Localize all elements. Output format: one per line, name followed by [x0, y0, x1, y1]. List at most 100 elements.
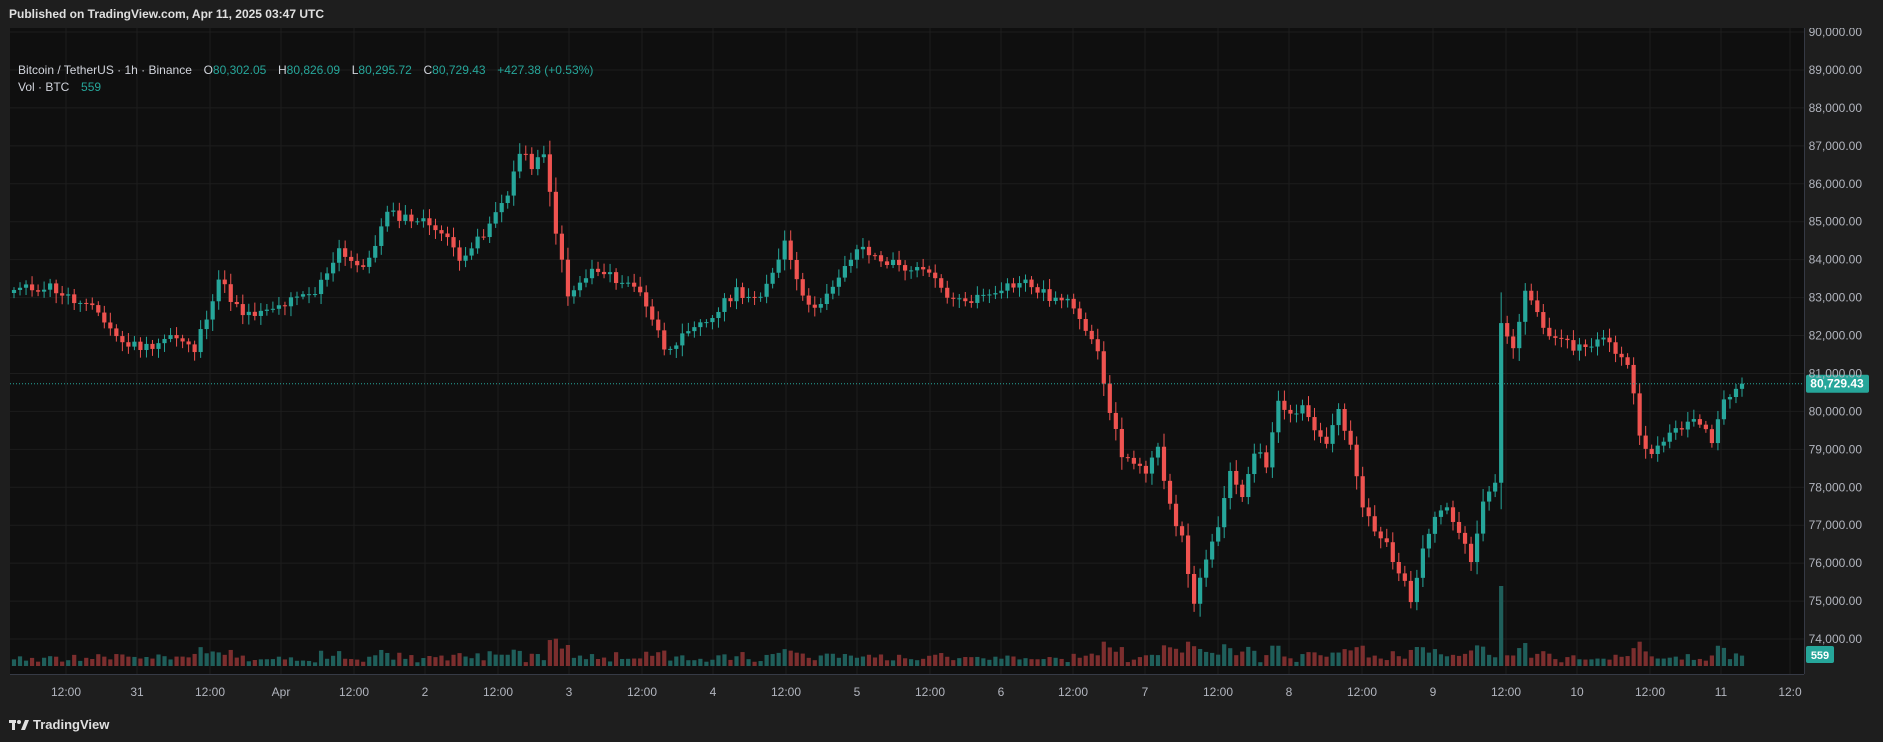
candle-body[interactable]: [23, 284, 29, 288]
candle-body[interactable]: [890, 259, 896, 265]
candle-body[interactable]: [1673, 428, 1678, 433]
candle-body[interactable]: [391, 210, 396, 212]
candle-body[interactable]: [1348, 430, 1353, 445]
candle-body[interactable]: [1727, 397, 1733, 400]
candle-body[interactable]: [379, 226, 384, 246]
candle-body[interactable]: [1198, 577, 1203, 604]
candle-body[interactable]: [740, 287, 745, 299]
candle-body[interactable]: [734, 287, 739, 302]
candle-body[interactable]: [1703, 424, 1708, 430]
candle-body[interactable]: [1047, 289, 1052, 301]
candle-body[interactable]: [1517, 321, 1522, 349]
candle-body[interactable]: [656, 319, 661, 331]
candle-body[interactable]: [620, 282, 625, 284]
candle-body[interactable]: [42, 289, 47, 292]
candle-body[interactable]: [288, 297, 294, 307]
candle-body[interactable]: [589, 268, 595, 279]
candle-body[interactable]: [1324, 436, 1329, 444]
candle-body[interactable]: [84, 302, 89, 304]
candle-body[interactable]: [1059, 297, 1064, 301]
candle-body[interactable]: [204, 319, 209, 330]
candle-body[interactable]: [674, 345, 679, 349]
candle-body[interactable]: [517, 153, 522, 172]
candle-body[interactable]: [1529, 290, 1534, 301]
candle-body[interactable]: [565, 259, 571, 297]
candle-body[interactable]: [1119, 428, 1124, 458]
candle-body[interactable]: [1089, 330, 1094, 340]
candle-body[interactable]: [150, 343, 155, 349]
candle-body[interactable]: [1414, 577, 1419, 603]
candle-body[interactable]: [668, 348, 673, 350]
candle-body[interactable]: [1258, 452, 1263, 454]
candle-body[interactable]: [716, 311, 721, 319]
candle-body[interactable]: [355, 260, 360, 266]
candle-body[interactable]: [1420, 548, 1425, 578]
candle-body[interactable]: [752, 296, 757, 298]
candle-body[interactable]: [710, 318, 715, 323]
chart-area[interactable]: 80,729.43 559 90,000.00 89,000.00 88,000.00…: [0, 25, 1883, 708]
candle-body[interactable]: [1739, 383, 1745, 389]
candle-body[interactable]: [1137, 463, 1143, 466]
candle-body[interactable]: [186, 341, 191, 345]
candle-body[interactable]: [529, 153, 534, 170]
candle-body[interactable]: [324, 273, 330, 280]
candle-body[interactable]: [318, 279, 324, 295]
candle-body[interactable]: [463, 255, 468, 261]
candle-body[interactable]: [686, 331, 691, 334]
candle-body[interactable]: [818, 304, 823, 308]
candle-body[interactable]: [987, 294, 992, 296]
candle-body[interactable]: [144, 343, 149, 350]
candle-body[interactable]: [1029, 279, 1034, 288]
candle-body[interactable]: [1426, 533, 1432, 549]
candle-body[interactable]: [90, 303, 95, 306]
candle-body[interactable]: [650, 306, 655, 320]
candle-body[interactable]: [1511, 336, 1516, 349]
candle-body[interactable]: [1276, 400, 1281, 433]
candle-body[interactable]: [306, 294, 312, 296]
candle-body[interactable]: [1083, 319, 1088, 331]
candle-body[interactable]: [421, 218, 426, 222]
candle-body[interactable]: [343, 248, 348, 257]
candle-body[interactable]: [1222, 498, 1227, 528]
candle-body[interactable]: [300, 294, 306, 297]
candle-body[interactable]: [824, 293, 829, 305]
candle-body[interactable]: [1185, 535, 1191, 574]
candle-body[interactable]: [1372, 516, 1377, 532]
candle-body[interactable]: [48, 283, 53, 290]
candle-body[interactable]: [1438, 510, 1444, 517]
candle-body[interactable]: [457, 247, 462, 261]
candle-body[interactable]: [884, 261, 890, 265]
candle-body[interactable]: [397, 210, 402, 221]
candle-body[interactable]: [1252, 453, 1257, 475]
candle-body[interactable]: [1505, 323, 1510, 337]
candle-body[interactable]: [704, 322, 709, 324]
candle-body[interactable]: [963, 298, 968, 302]
candle-body[interactable]: [240, 304, 245, 316]
candle-body[interactable]: [1264, 452, 1269, 468]
candle-body[interactable]: [1336, 409, 1341, 426]
candle-body[interactable]: [493, 212, 498, 224]
candle-body[interactable]: [1613, 342, 1618, 354]
candle-body[interactable]: [276, 305, 282, 309]
candle-body[interactable]: [1173, 503, 1179, 527]
candle-body[interactable]: [252, 311, 257, 316]
candle-body[interactable]: [957, 298, 962, 300]
candle-body[interactable]: [337, 248, 342, 263]
candle-body[interactable]: [1450, 507, 1456, 522]
candle-body[interactable]: [776, 259, 781, 273]
candle-body[interactable]: [469, 248, 474, 256]
candle-body[interactable]: [770, 272, 775, 284]
candle-body[interactable]: [228, 284, 233, 302]
candle-body[interactable]: [1204, 559, 1209, 578]
candle-body[interactable]: [505, 195, 510, 204]
candle-body[interactable]: [806, 295, 811, 305]
candle-body[interactable]: [933, 272, 938, 279]
candle-body[interactable]: [1125, 457, 1130, 459]
candle-body[interactable]: [632, 282, 637, 287]
candle-body[interactable]: [216, 279, 221, 302]
candle-body[interactable]: [222, 279, 227, 285]
candle-body[interactable]: [60, 293, 65, 296]
candle-body[interactable]: [836, 277, 841, 287]
candle-body[interactable]: [1210, 541, 1215, 560]
candle-body[interactable]: [1535, 300, 1540, 313]
